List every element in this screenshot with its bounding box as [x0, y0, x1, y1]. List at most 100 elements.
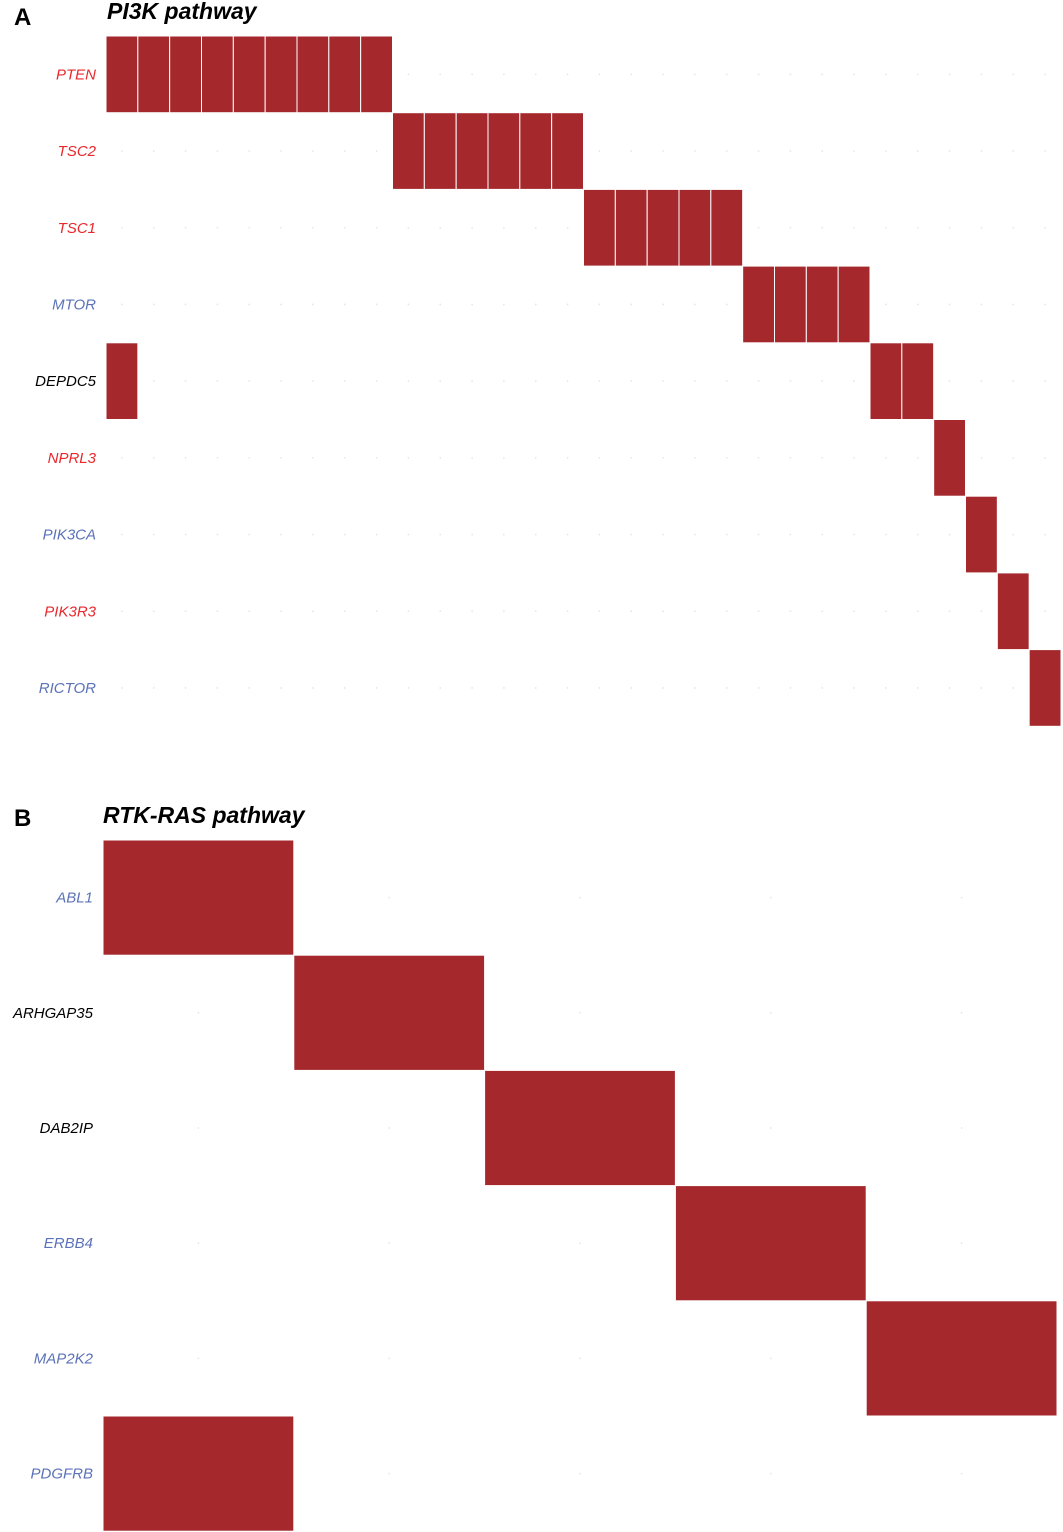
empty-cell-dot: [694, 610, 696, 613]
gene-label-rictor: RICTOR: [39, 680, 96, 697]
empty-cell-dot: [566, 687, 569, 689]
empty-cell-dot: [439, 380, 442, 383]
empty-cell-dot: [312, 456, 314, 459]
gene-label-pik3r3: PIK3R3: [44, 603, 96, 620]
empty-cell-dot: [789, 533, 792, 536]
empty-cell-dot: [312, 380, 314, 383]
empty-cell-dot: [1044, 303, 1046, 306]
empty-cell-dot: [312, 687, 314, 689]
empty-cell-dot: [439, 687, 442, 689]
empty-cell-dot: [960, 1242, 963, 1245]
empty-cell-dot: [439, 456, 442, 459]
empty-cell-dot: [598, 380, 601, 383]
empty-cell-dot: [980, 610, 983, 613]
empty-cell-dot: [471, 226, 473, 229]
empty-cell-dot: [662, 150, 664, 152]
empty-cell-dot: [248, 303, 251, 306]
gene-label-pik3ca: PIK3CA: [43, 527, 96, 544]
empty-cell-dot: [216, 533, 219, 536]
mutation-cell-tsc2-sample-12: [455, 112, 489, 190]
empty-cell-dot: [375, 303, 378, 306]
empty-cell-dot: [566, 610, 569, 613]
gene-label-nprl3: NPRL3: [48, 450, 97, 467]
empty-cell-dot: [312, 533, 314, 536]
empty-cell-dot: [885, 610, 887, 613]
empty-cell-dot: [630, 150, 633, 152]
empty-cell-dot: [579, 1242, 581, 1245]
empty-cell-dot: [184, 226, 187, 229]
empty-cell-dot: [579, 1357, 581, 1360]
empty-cell-dot: [121, 226, 123, 229]
empty-cell-dot: [503, 610, 505, 613]
empty-cell-dot: [312, 226, 314, 229]
empty-cell-dot: [439, 226, 442, 229]
empty-cell-dot: [312, 150, 314, 152]
empty-cell-dot: [853, 150, 855, 152]
mutation-cell-tsc1-sample-17: [614, 188, 648, 267]
empty-cell-dot: [121, 150, 123, 152]
empty-cell-dot: [280, 456, 282, 459]
empty-cell-dot: [598, 456, 601, 459]
empty-cell-dot: [121, 610, 123, 613]
mutation-cell-rictor-sample-30: [1028, 649, 1062, 727]
empty-cell-dot: [853, 380, 855, 383]
mutation-cell-depdc5-sample-25: [869, 342, 903, 420]
empty-cell-dot: [948, 533, 951, 536]
empty-cell-dot: [916, 456, 919, 459]
empty-cell-dot: [1012, 456, 1015, 459]
empty-cell-dot: [152, 456, 155, 459]
empty-cell-dot: [757, 380, 760, 383]
panel-b-grid: [102, 839, 1058, 1532]
empty-cell-dot: [789, 73, 792, 76]
empty-cell-dot: [407, 73, 410, 76]
empty-cell-dot: [725, 150, 728, 152]
empty-cell-dot: [152, 380, 155, 383]
empty-cell-dot: [662, 533, 664, 536]
empty-cell-dot: [343, 533, 346, 536]
empty-cell-dot: [503, 303, 505, 306]
empty-cell-dot: [280, 150, 282, 152]
empty-cell-dot: [388, 1357, 391, 1360]
panel-a-letter: A: [14, 4, 31, 31]
empty-cell-dot: [853, 226, 855, 229]
empty-cell-dot: [1012, 150, 1015, 152]
empty-cell-dot: [471, 610, 473, 613]
empty-cell-dot: [980, 456, 983, 459]
empty-cell-dot: [916, 610, 919, 613]
empty-cell-dot: [948, 150, 951, 152]
empty-cell-dot: [1012, 533, 1015, 536]
empty-cell-dot: [948, 73, 951, 76]
empty-cell-dot: [630, 380, 633, 383]
panel-a-pi3k: A PI3K pathway PTEN TSC2 TSC1 MTOR DEPDC5 NPR…: [14, 0, 1062, 727]
empty-cell-dot: [694, 73, 696, 76]
empty-cell-dot: [694, 533, 696, 536]
mutation-cell-arhgap35-sample-2: [293, 954, 486, 1071]
empty-cell-dot: [885, 226, 887, 229]
empty-cell-dot: [280, 226, 282, 229]
empty-cell-dot: [280, 610, 282, 613]
empty-cell-dot: [662, 687, 664, 689]
empty-cell-dot: [152, 687, 155, 689]
empty-cell-dot: [407, 610, 410, 613]
empty-cell-dot: [388, 896, 391, 899]
empty-cell-dot: [916, 533, 919, 536]
empty-cell-dot: [503, 380, 505, 383]
empty-cell-dot: [916, 687, 919, 689]
empty-cell-dot: [439, 73, 442, 76]
empty-cell-dot: [197, 1357, 200, 1360]
empty-cell-dot: [280, 380, 282, 383]
mutation-cell-depdc5-sample-26: [901, 342, 935, 420]
empty-cell-dot: [960, 1011, 963, 1014]
empty-cell-dot: [121, 687, 123, 689]
empty-cell-dot: [1044, 456, 1046, 459]
mutation-cell-pten-sample-6: [264, 35, 298, 114]
empty-cell-dot: [885, 150, 887, 152]
empty-cell-dot: [343, 150, 346, 152]
empty-cell-dot: [960, 1472, 963, 1475]
empty-cell-dot: [407, 303, 410, 306]
empty-cell-dot: [769, 1472, 772, 1475]
empty-cell-dot: [121, 303, 123, 306]
empty-cell-dot: [579, 1472, 581, 1475]
empty-cell-dot: [1044, 150, 1046, 152]
gene-label-pdgfrb: PDGFRB: [30, 1466, 93, 1483]
